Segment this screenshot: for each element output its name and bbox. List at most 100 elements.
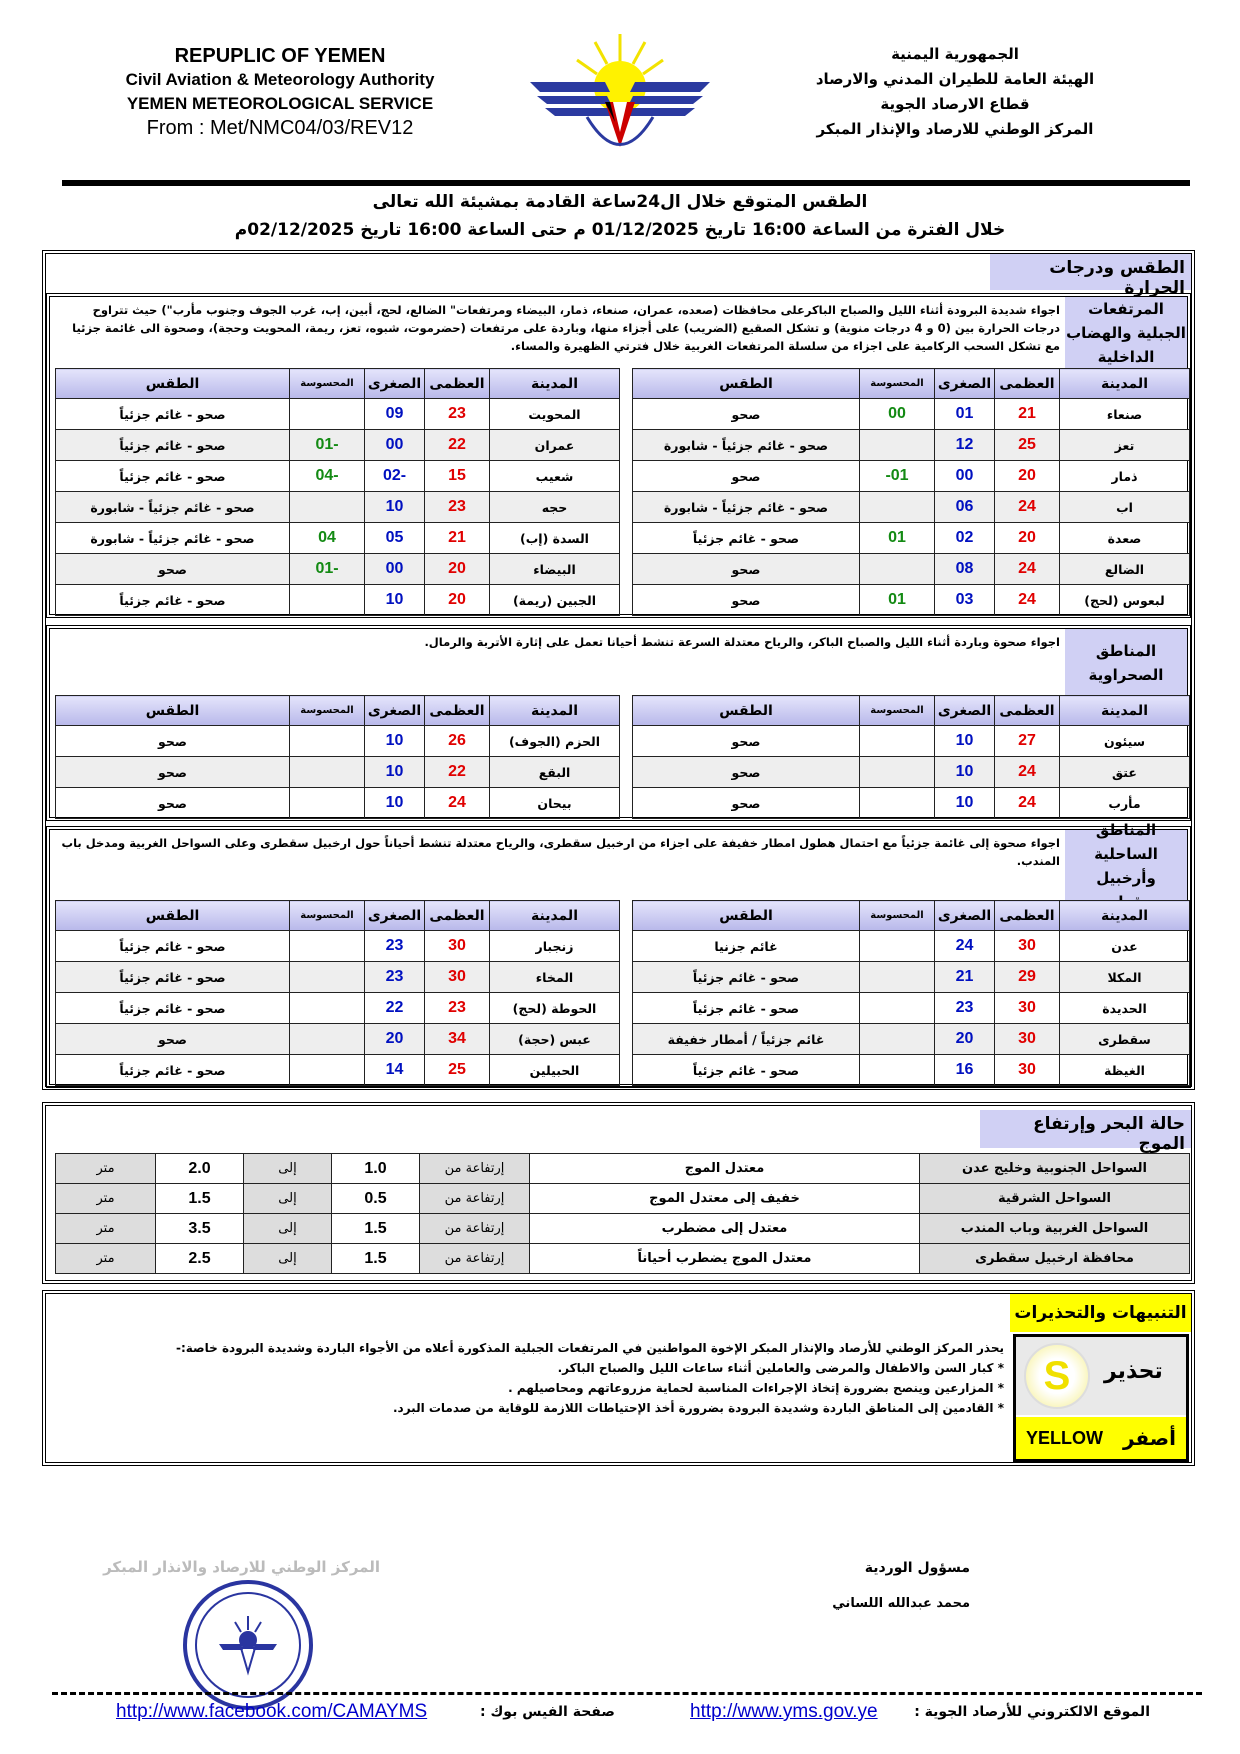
weather-cell: صحو - غائم جزئياً [632, 992, 860, 1024]
min-temp-cell: 00 [364, 553, 425, 585]
weather-cell: صحو - غائم جزئياً [632, 522, 860, 554]
max-temp-cell: 23 [424, 992, 490, 1024]
city-cell: الضالع [1059, 553, 1190, 585]
max-temp-cell: 24 [994, 553, 1060, 585]
city-cell: الحديدة [1059, 992, 1190, 1024]
footer-divider [52, 1692, 1202, 1695]
city-table-right: المدينة العظمى الصغرى المحسوسة الطقس صنعاء 21 0… [632, 368, 1190, 616]
table-row: بيحان 24 10 صحو [55, 787, 620, 819]
min-temp-cell: 10 [934, 787, 995, 819]
city-cell: المكلا [1059, 961, 1190, 993]
website-link[interactable]: http://www.yms.gov.ye [690, 1701, 878, 1722]
feels-like-cell [289, 584, 365, 616]
min-temp-cell: 02 [934, 522, 995, 554]
table-row: المحويت 23 09 صحو - غائم جزئياً [55, 398, 620, 430]
feels-like-cell [859, 553, 935, 585]
max-temp-cell: 20 [994, 522, 1060, 554]
min-temp-cell: 22 [364, 992, 425, 1024]
column-header: الطقس [632, 368, 860, 399]
table-row: سيئون 27 10 صحو [632, 725, 1190, 757]
max-temp-cell: 26 [424, 725, 490, 757]
max-temp-cell: 23 [424, 491, 490, 523]
feels-like-cell [289, 756, 365, 788]
center-name-ar: المركز الوطني للارصاد والإنذار المبكر [816, 120, 1094, 138]
city-cell: لبعوس (لحج) [1059, 584, 1190, 616]
column-header: المدينة [489, 900, 620, 931]
service-name: YEMEN METEOROLOGICAL SERVICE [126, 94, 434, 113]
table-row: الحبيلين 25 14 صحو - غائم جزئياً [55, 1054, 620, 1086]
city-cell: الحوطة (لحج) [489, 992, 620, 1024]
unit-label: متر [55, 1183, 156, 1214]
column-header: الطقس [55, 900, 290, 931]
max-temp-cell: 25 [424, 1054, 490, 1086]
min-temp-cell: 12 [934, 429, 995, 461]
table-row: عدن 30 24 غائم جزنيا [632, 930, 1190, 962]
forecast-period: خلال الفترة من الساعة 16:00 تاريخ 01/12/… [234, 220, 1006, 240]
column-header: المدينة [1059, 368, 1190, 399]
column-header: المحسوسة [289, 368, 365, 399]
min-temp-cell: 10 [934, 756, 995, 788]
to-label: إلى [243, 1153, 332, 1184]
sea-table: السواحل الجنوبية وخليج عدن معتدل الموج إ… [55, 1153, 1190, 1274]
weather-cell: صحو - غائم جزئياً [55, 429, 290, 461]
feels-like-cell [859, 1054, 935, 1086]
city-table-right: المدينة العظمى الصغرى المحسوسة الطقس سيئون 27 1… [632, 695, 1190, 819]
column-header: الطقس [55, 695, 290, 726]
city-table-left: المدينة العظمى الصغرى المحسوسة الطقس زنجبار 30… [55, 900, 620, 1086]
city-cell: عدن [1059, 930, 1190, 962]
weather-cell: صحو - غائم جزئياً [55, 1054, 290, 1086]
min-temp-cell: 20 [934, 1023, 995, 1055]
max-temp-cell: 25 [994, 429, 1060, 461]
wave-to: 1.5 [155, 1183, 244, 1214]
weather-cell: غائم جزئياً / أمطار خفيفة [632, 1023, 860, 1055]
max-temp-cell: 21 [424, 522, 490, 554]
max-temp-cell: 20 [424, 553, 490, 585]
table-row: زنجبار 30 23 صحو - غائم جزئياً [55, 930, 620, 962]
feels-like-cell [289, 787, 365, 819]
warning-item: * القادمين إلى المناطق الباردة وشديدة ال… [392, 1401, 1004, 1415]
table-header: المدينة العظمى الصغرى المحسوسة الطقس [632, 368, 1190, 399]
warning-level: YELLOW أصفر [1016, 1417, 1186, 1459]
column-header: الطقس [632, 900, 860, 931]
table-row: المكلا 29 21 صحو - غائم جزئياً [632, 961, 1190, 993]
sea-region: السواحل الشرقية [919, 1183, 1190, 1214]
city-table-left: المدينة العظمى الصغرى المحسوسة الطقس المحويت 2… [55, 368, 620, 616]
min-temp-cell: 16 [934, 1054, 995, 1086]
wave-to: 3.5 [155, 1213, 244, 1244]
city-cell: المحويت [489, 398, 620, 430]
column-header: الصغرى [934, 368, 995, 399]
weather-cell: صحو [632, 756, 860, 788]
authority-name: Civil Aviation & Meteorology Authority [125, 70, 435, 89]
min-temp-cell: 00 [364, 429, 425, 461]
city-cell: عتق [1059, 756, 1190, 788]
city-cell: سيئون [1059, 725, 1190, 757]
feels-like-cell: 01- [859, 460, 935, 492]
weather-cell: صحو [632, 787, 860, 819]
table-row: الضالع 24 08 صحو [632, 553, 1190, 585]
wave-from: 0.5 [331, 1183, 420, 1214]
table-header: المدينة العظمى الصغرى المحسوسة الطقس [632, 695, 1190, 726]
column-header: المدينة [489, 695, 620, 726]
table-row: مأرب 24 10 صحو [632, 787, 1190, 819]
min-temp-cell: 05 [364, 522, 425, 554]
sea-region: السواحل الغربية وباب المندب [919, 1213, 1190, 1244]
column-header: العظمى [424, 368, 490, 399]
min-temp-cell: 10 [364, 725, 425, 757]
sea-state: خفيف إلى معتدل الموج [529, 1183, 920, 1214]
facebook-link[interactable]: http://www.facebook.com/CAMAYMS [116, 1701, 428, 1722]
english-header: REPUPLIC OF YEMEN Civil Aviation & Meteo… [70, 44, 490, 140]
city-cell: مأرب [1059, 787, 1190, 819]
unit-label: متر [55, 1153, 156, 1184]
region-description: اجواء صحوة وباردة أثناء الليل والصباح ال… [424, 635, 1060, 649]
warning-level-panel: S تحذير YELLOW أصفر [1013, 1334, 1189, 1462]
min-temp-cell: 10 [364, 756, 425, 788]
city-cell: شعيب [489, 460, 620, 492]
wave-from: 1.0 [331, 1153, 420, 1184]
region-description: اجواء شديدة البرودة أثناء الليل والصباح … [72, 303, 1060, 353]
table-row: تعز 25 12 صحو - غائم جزئياً - شابورة [632, 429, 1190, 461]
weather-cell: صحو - غائم جزئياً [55, 584, 290, 616]
table-header: المدينة العظمى الصغرى المحسوسة الطقس [632, 900, 1190, 931]
max-temp-cell: 20 [424, 584, 490, 616]
column-header: الصغرى [364, 695, 425, 726]
table-row: اب 24 06 صحو - غائم جزئياً - شابورة [632, 491, 1190, 523]
